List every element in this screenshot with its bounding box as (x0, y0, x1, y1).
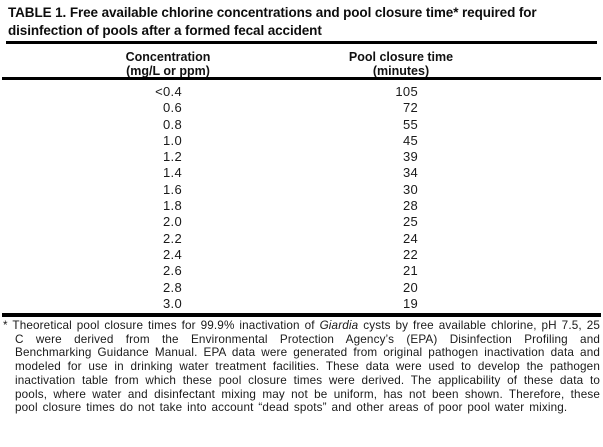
concentration-cell: 1.8 (163, 198, 182, 214)
concentration-cell: 1.2 (163, 149, 182, 165)
table-row: 1.2 39 (0, 149, 603, 165)
footnote-marker: * (3, 319, 8, 332)
table-row: 2.8 20 (0, 280, 603, 296)
table-row: 1.8 28 (0, 198, 603, 214)
column-unit: (minutes) (372, 64, 430, 78)
table-row: 2.6 21 (0, 263, 603, 279)
closure-time-cell: 20 (402, 279, 418, 295)
closure-time-cell: 30 (402, 181, 418, 197)
concentration-cell: 2.6 (163, 263, 182, 279)
concentration-cell: 1.0 (163, 132, 182, 148)
column-name: Pool closure time (348, 50, 454, 64)
closure-time-cell: 72 (402, 100, 418, 116)
table-row: 2.4 22 (0, 247, 603, 263)
closure-time-cell: 105 (395, 84, 418, 99)
closure-time-cell: 21 (402, 263, 418, 279)
closure-time-cell: 55 (402, 116, 418, 132)
closure-time-cell: 28 (402, 198, 418, 214)
closure-time-cell: 19 (402, 295, 418, 311)
footnote: * Theoretical pool closure times for 99.… (3, 319, 600, 415)
concentration-cell: 1.4 (163, 165, 182, 181)
table-row: 1.4 34 (0, 165, 603, 181)
concentration-cell: 2.4 (163, 246, 182, 262)
concentration-cell: 1.6 (163, 181, 182, 197)
closure-time-cell: 34 (402, 165, 418, 181)
column-header-concentration: Concentration (mg/L or ppm) (126, 50, 211, 78)
concentration-cell: 0.8 (163, 116, 182, 132)
concentration-cell: 3.0 (163, 295, 182, 311)
footnote-text-continued: cysts by free available chlorine, pH 7.5… (15, 319, 600, 415)
closure-time-cell: 45 (402, 132, 418, 148)
table-row: 1.6 30 (0, 182, 603, 198)
closure-time-cell: 22 (402, 246, 418, 262)
table-title: TABLE 1. Free available chlorine concent… (8, 5, 537, 38)
closure-time-cell: 39 (402, 149, 418, 165)
column-unit: (mg/L or ppm) (126, 64, 210, 78)
closure-time-cell: 25 (402, 214, 418, 230)
column-header-pool-closure-time: Pool closure time (minutes) (349, 50, 453, 78)
closure-time-cell: 24 (402, 230, 418, 246)
table-row: 0.6 72 (0, 100, 603, 116)
table-row: 3.0 19 (0, 296, 603, 312)
footnote-italic-term: Giardia (319, 319, 359, 332)
table-bottom-rule (2, 313, 601, 317)
table-body: <0.4 105 0.6 72 0.8 55 1.0 45 1.2 39 1.4 34 1.6 30 1.8… (0, 84, 603, 312)
table-row: 1.0 45 (0, 133, 603, 149)
concentration-cell: 2.8 (163, 279, 182, 295)
title-rule (6, 41, 597, 44)
header-rule (2, 77, 601, 80)
table-row: <0.4 105 (0, 84, 603, 100)
table-row: 2.0 25 (0, 214, 603, 230)
table-row: 0.8 55 (0, 117, 603, 133)
concentration-cell: 2.0 (163, 214, 182, 230)
concentration-cell: 0.6 (163, 100, 182, 116)
column-name: Concentration (125, 50, 211, 64)
concentration-cell: 2.2 (163, 230, 182, 246)
footnote-text: Theoretical pool closure times for 99.9%… (7, 319, 320, 332)
table-row: 2.2 24 (0, 231, 603, 247)
concentration-cell: <0.4 (155, 84, 182, 99)
